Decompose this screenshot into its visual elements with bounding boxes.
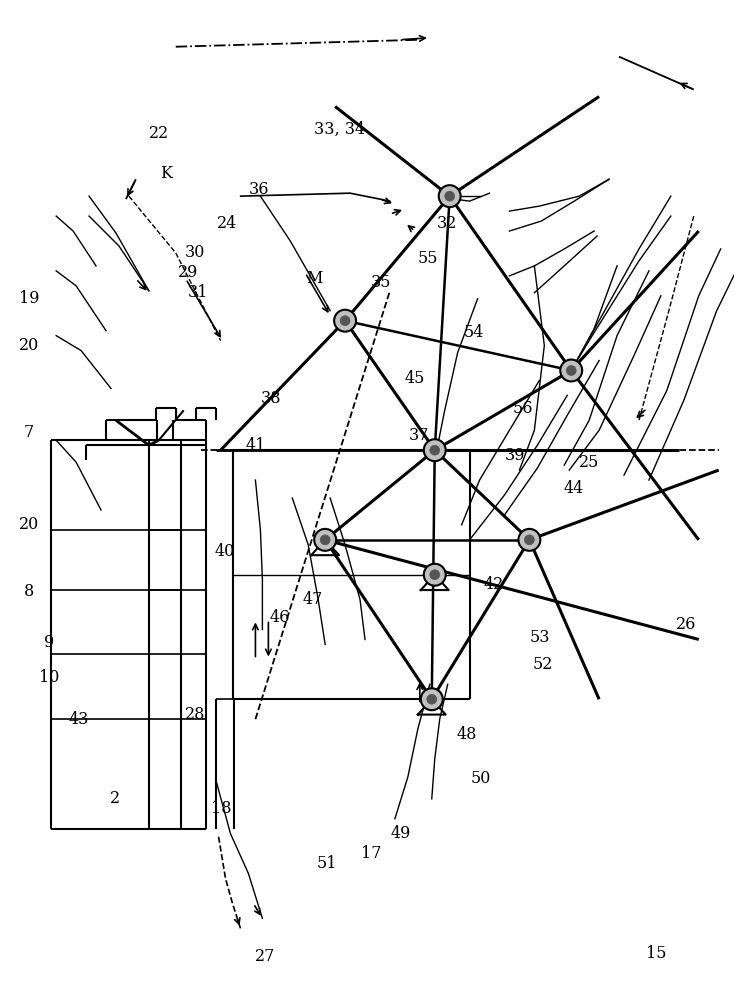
Text: 41: 41 (246, 437, 266, 454)
Text: 22: 22 (148, 125, 169, 142)
Text: 28: 28 (185, 706, 206, 723)
Circle shape (560, 360, 582, 381)
Text: M: M (306, 270, 323, 287)
Text: 36: 36 (249, 181, 270, 198)
Circle shape (340, 316, 350, 326)
Text: 20: 20 (19, 516, 40, 533)
Text: 27: 27 (255, 948, 275, 965)
Text: 9: 9 (44, 634, 54, 651)
Circle shape (424, 564, 445, 586)
Text: 10: 10 (39, 669, 60, 686)
Text: 55: 55 (417, 250, 438, 267)
Circle shape (430, 570, 440, 580)
Text: 19: 19 (19, 290, 40, 307)
Text: 17: 17 (361, 845, 381, 862)
Text: 47: 47 (302, 591, 323, 608)
Text: 7: 7 (24, 424, 35, 441)
Text: 45: 45 (405, 370, 426, 387)
Text: 42: 42 (484, 576, 503, 593)
Text: 26: 26 (675, 616, 696, 633)
Text: 56: 56 (512, 400, 533, 417)
Text: 44: 44 (564, 480, 584, 497)
Text: 35: 35 (370, 274, 391, 291)
Text: 31: 31 (187, 284, 208, 301)
Text: 25: 25 (578, 454, 599, 471)
Text: 29: 29 (178, 264, 198, 281)
Text: 48: 48 (456, 726, 476, 743)
Text: 15: 15 (647, 945, 667, 962)
Text: 2: 2 (110, 790, 120, 807)
Text: 33, 34: 33, 34 (314, 121, 365, 138)
Text: 37: 37 (409, 427, 429, 444)
Circle shape (427, 694, 437, 704)
Circle shape (430, 445, 440, 455)
Text: 50: 50 (471, 770, 491, 787)
Text: 39: 39 (505, 447, 526, 464)
Text: 24: 24 (217, 215, 237, 232)
Text: 49: 49 (390, 825, 411, 842)
Circle shape (421, 688, 442, 710)
Text: 38: 38 (261, 390, 281, 407)
Text: 51: 51 (317, 855, 337, 872)
Text: 43: 43 (68, 711, 88, 728)
Circle shape (525, 535, 534, 545)
Circle shape (320, 535, 330, 545)
Circle shape (566, 366, 576, 375)
Circle shape (424, 439, 445, 461)
Text: 53: 53 (529, 629, 550, 646)
Text: 52: 52 (533, 656, 553, 673)
Text: 32: 32 (437, 215, 456, 232)
Text: 30: 30 (185, 244, 206, 261)
Circle shape (518, 529, 540, 551)
Text: 40: 40 (215, 543, 235, 560)
Circle shape (445, 191, 455, 201)
Text: 8: 8 (24, 583, 35, 600)
Text: 18: 18 (211, 800, 232, 817)
Circle shape (439, 185, 461, 207)
Text: 54: 54 (464, 324, 484, 341)
Circle shape (334, 310, 356, 332)
Text: 20: 20 (19, 337, 40, 354)
Circle shape (314, 529, 336, 551)
Text: 46: 46 (270, 609, 290, 626)
Text: K: K (160, 165, 172, 182)
